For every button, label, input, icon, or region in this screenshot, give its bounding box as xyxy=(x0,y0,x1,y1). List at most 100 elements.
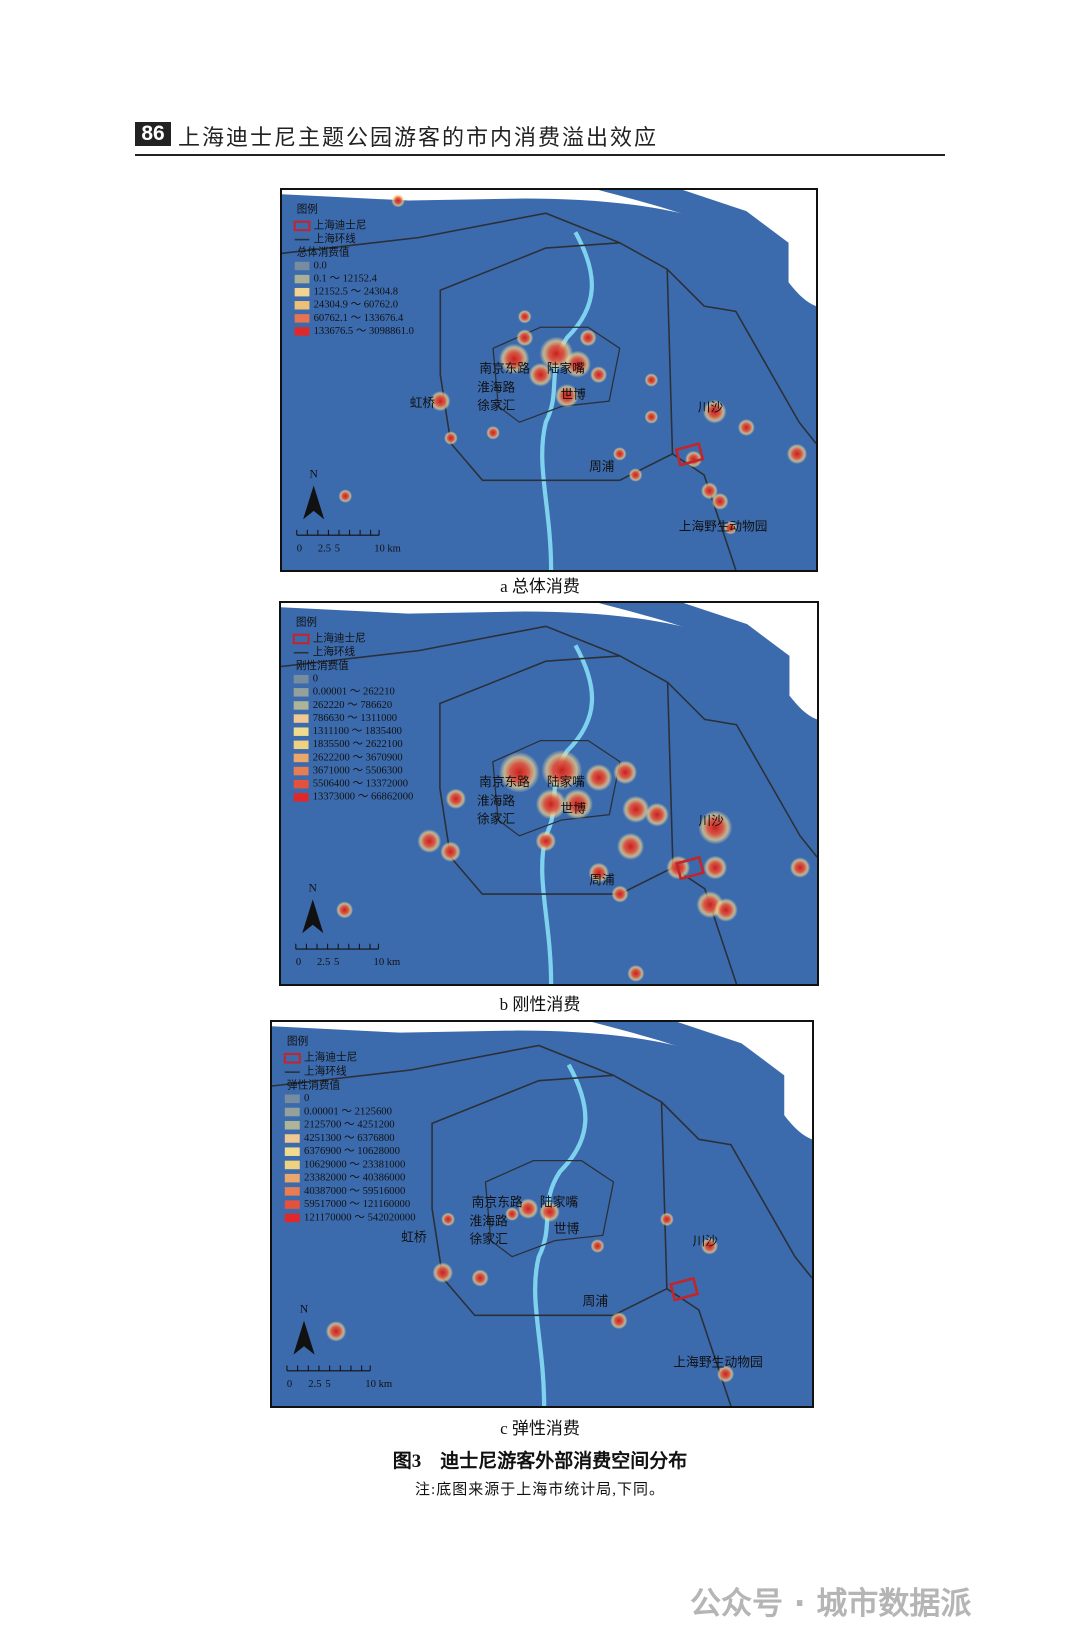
legend-label: 60762.1 ～ 133676.4 xyxy=(314,313,404,324)
legend-label: 2622200 ～ 3670900 xyxy=(313,752,403,763)
legend-label: 0 xyxy=(304,1093,309,1104)
hotspot xyxy=(622,795,650,823)
hotspot xyxy=(517,1198,539,1219)
scale-label: 2.5 xyxy=(308,1379,321,1390)
place-label: 陆家嘴 xyxy=(547,774,585,789)
hotspot xyxy=(562,788,593,820)
legend-swatch xyxy=(293,220,311,232)
place-label: 周浦 xyxy=(589,873,615,887)
hotspot xyxy=(701,1237,719,1255)
place-label: 淮海路 xyxy=(477,793,515,808)
scale-label: 10 km xyxy=(374,543,401,554)
legend-label: 24304.9 ～ 60762.0 xyxy=(314,300,398,311)
hotspot xyxy=(617,832,645,860)
header-rule xyxy=(135,154,945,156)
scale-label: 0 xyxy=(296,957,301,968)
legend-subtitle: 总体消费值 xyxy=(297,246,350,259)
hotspot xyxy=(613,760,638,785)
river xyxy=(540,231,594,570)
legend-label: 上海环线 xyxy=(313,645,356,658)
legend-label: 0.0 xyxy=(314,260,327,271)
disney-boundary xyxy=(674,442,705,467)
place-label: 世博 xyxy=(561,801,587,815)
hotspot xyxy=(535,788,567,820)
scale-label: 5 xyxy=(325,1379,330,1390)
scale-label: 2.5 xyxy=(318,543,331,554)
map-caption: c 弹性消费 xyxy=(500,1419,580,1438)
hotspot xyxy=(579,329,597,347)
estuary xyxy=(281,603,817,720)
legend-label: 4251300 ～ 6376800 xyxy=(304,1133,395,1144)
estuary xyxy=(282,190,816,307)
legend-swatch xyxy=(284,1147,300,1156)
hotspot xyxy=(627,964,645,982)
legend-swatch xyxy=(284,1107,300,1117)
legend-label: 59517000 ～ 121160000 xyxy=(304,1199,410,1210)
scale-bar xyxy=(286,1365,371,1372)
scale-bar xyxy=(296,529,380,536)
figure-note: 注:底图来源于上海市统计局,下同。 xyxy=(415,1482,665,1498)
hotspot xyxy=(417,829,442,853)
legend-label: 上海迪士尼 xyxy=(314,218,367,231)
legend-swatch xyxy=(284,1134,300,1143)
place-label: 淮海路 xyxy=(469,1213,508,1228)
legend-label: 13373000 ～ 66862000 xyxy=(313,792,414,803)
legend-label: 6376900 ～ 10628000 xyxy=(304,1146,400,1157)
legend-label: 上海环线 xyxy=(304,1065,347,1078)
legend-swatch xyxy=(294,287,310,297)
place-label: 徐家汇 xyxy=(477,397,515,412)
hotspot xyxy=(585,764,613,792)
scale-label: 0 xyxy=(297,543,302,554)
legend-label: 上海迪士尼 xyxy=(313,631,366,644)
hotspot xyxy=(700,482,718,500)
scale-label: 10 km xyxy=(365,1379,393,1390)
place-label: 川沙 xyxy=(698,814,724,828)
hotspot xyxy=(517,309,532,324)
legend-subtitle: 刚性消费值 xyxy=(296,659,349,672)
legend-label: 上海迪士尼 xyxy=(304,1051,357,1064)
map-caption: b 刚性消费 xyxy=(499,995,581,1014)
legend-label: 40387000 ～ 59516000 xyxy=(304,1186,405,1197)
scale-label: 2.5 xyxy=(317,957,330,968)
ring-road xyxy=(431,1074,668,1317)
hotspot xyxy=(445,788,466,809)
ring-road xyxy=(492,739,621,837)
legend-subtitle: 弹性消费值 xyxy=(287,1078,341,1091)
place-label: 上海野生动物园 xyxy=(673,1355,763,1369)
hotspot xyxy=(703,855,728,880)
legend-swatch xyxy=(284,1187,300,1196)
legend-swatch xyxy=(284,1213,300,1223)
hotspot xyxy=(430,390,451,412)
hotspot xyxy=(516,329,534,347)
hotspot xyxy=(528,362,553,387)
hotspot xyxy=(336,901,354,919)
legend-swatch xyxy=(293,753,309,763)
hotspot xyxy=(444,431,458,445)
hotspot xyxy=(563,350,592,378)
hotspot xyxy=(644,410,659,424)
place-label: 淮海路 xyxy=(477,379,515,394)
north-label: N xyxy=(309,881,318,894)
disney-boundary xyxy=(675,855,705,881)
legend-swatch xyxy=(294,301,310,310)
legend-label: 0.00001 ～ 2125600 xyxy=(304,1106,392,1117)
place-label: 川沙 xyxy=(698,400,724,414)
watermark: 公众号 · 城市数据派 xyxy=(690,1586,972,1622)
legend-swatch xyxy=(284,1160,300,1170)
place-label: 上海野生动物园 xyxy=(679,520,768,534)
legend-title: 图例 xyxy=(297,202,318,215)
legend-swatch xyxy=(293,779,309,789)
legend-label: 5506400 ～ 13372000 xyxy=(313,779,408,790)
hotspot xyxy=(645,802,669,827)
legend-swatch xyxy=(293,701,309,710)
place-label: 陆家嘴 xyxy=(547,360,585,375)
legend-swatch xyxy=(293,714,309,723)
legend-swatch xyxy=(284,1120,300,1130)
legend-title: 图例 xyxy=(287,1035,308,1048)
island xyxy=(598,190,789,285)
hotspot xyxy=(441,1212,455,1227)
legend-label: 上海环线 xyxy=(314,232,357,245)
place-label: 陆家嘴 xyxy=(540,1194,579,1209)
